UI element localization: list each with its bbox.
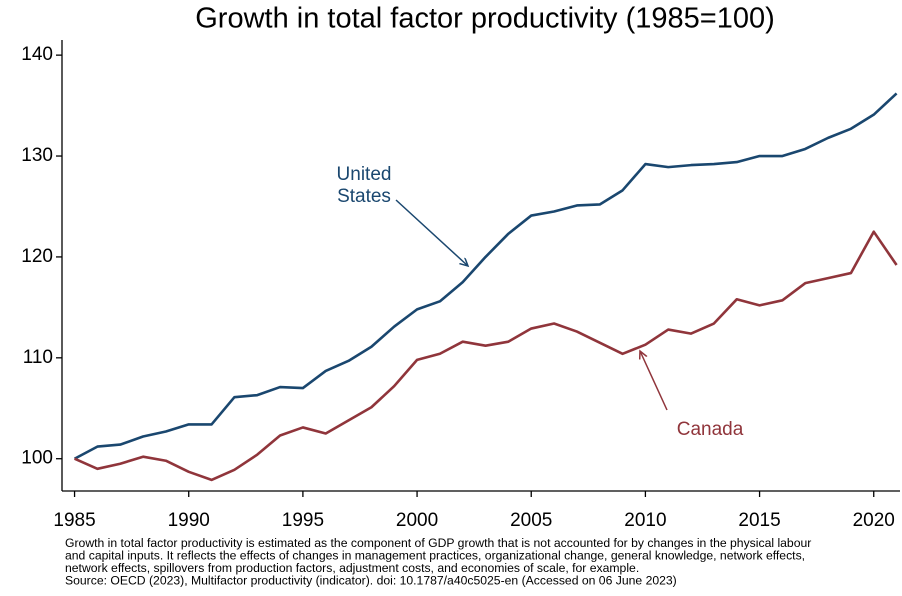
y-tick-label: 130 (21, 145, 53, 166)
annotation: Canada (677, 419, 744, 440)
annotation: United (337, 164, 392, 185)
y-tick-label: 140 (21, 44, 53, 65)
x-tick-label: 2015 (738, 510, 780, 531)
x-tick-label: 1990 (168, 510, 210, 531)
x-tick-label: 2000 (396, 510, 438, 531)
x-tick-label: 2010 (624, 510, 666, 531)
y-tick-label: 110 (23, 347, 53, 368)
x-tick-label: 2020 (853, 510, 895, 531)
annotation-arrow (640, 351, 668, 411)
x-tick-label: 1995 (282, 510, 324, 531)
x-tick-label: 1985 (53, 510, 95, 531)
y-tick-label: 100 (21, 448, 53, 469)
footnote: and capital inputs. It reflects the effe… (65, 549, 805, 563)
line-series (74, 230, 898, 482)
footnote: Growth in total factor productivity is e… (65, 536, 811, 550)
annotation-arrow (395, 199, 468, 266)
x-tick-label: 2005 (510, 510, 552, 531)
footnote: Source: OECD (2023), Multifactor product… (65, 574, 677, 588)
y-tick-label: 120 (21, 246, 53, 267)
line-series (73, 92, 898, 460)
annotation: States (337, 186, 391, 207)
footnote: network effects, spillovers from product… (65, 561, 639, 575)
chart-title: Growth in total factor productivity (198… (195, 3, 775, 35)
